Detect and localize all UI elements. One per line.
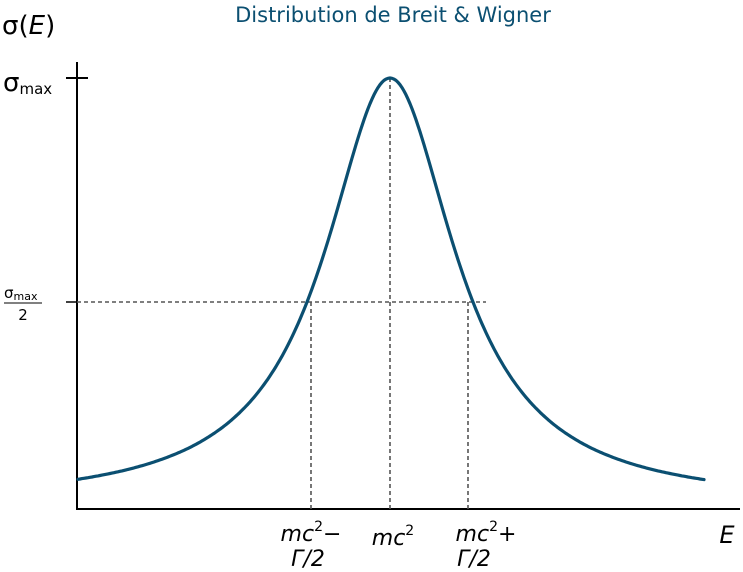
breit-wigner-curve bbox=[76, 76, 706, 482]
guide-lines bbox=[77, 78, 486, 509]
y-tick-max-label: σmax bbox=[3, 68, 52, 98]
svg-text:mc2: mc2 bbox=[372, 523, 414, 551]
svg-text:Γ/2: Γ/2 bbox=[291, 547, 325, 572]
y-tick-half-label: σmax 2 bbox=[4, 284, 42, 324]
x-axis-label: E bbox=[719, 521, 735, 549]
x-tick-center-label: mc2 bbox=[372, 523, 414, 551]
diagram-title: Distribution de Breit & Wigner bbox=[235, 3, 551, 27]
svg-text:σmax: σmax bbox=[4, 284, 38, 303]
x-tick-right-label: mc2+ Γ/2 bbox=[456, 519, 517, 572]
svg-text:2: 2 bbox=[18, 306, 28, 324]
x-tick-left-label: mc2− Γ/2 bbox=[281, 519, 342, 572]
svg-text:mc2+: mc2+ bbox=[456, 519, 517, 547]
svg-text:Γ/2: Γ/2 bbox=[457, 547, 491, 572]
svg-text:mc2−: mc2− bbox=[281, 519, 342, 547]
y-axis-label: σ(E) bbox=[2, 11, 55, 41]
